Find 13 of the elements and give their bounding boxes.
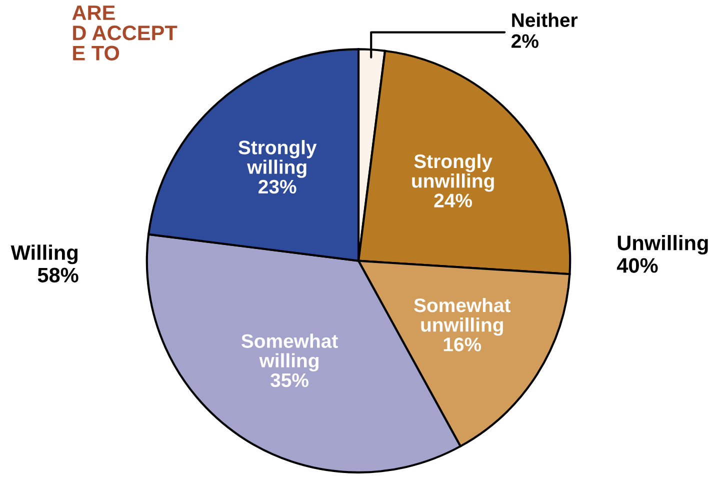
text: Unwilling 40% [616,235,708,273]
slice-label: Strongly unwilling [412,154,494,192]
slice-label: Strongly willing [238,140,317,178]
data-label: 24% [434,194,472,208]
slice-label: Somewhat willing [241,334,338,372]
slice-label: Neither [512,12,578,28]
chart-title: ARE D ACCEPT E TO [72,6,178,60]
slice-label: Somewhat unwilling [414,298,511,336]
data-label: 35% [270,373,308,388]
data-label: 2% [512,34,538,48]
text: Willing 58% [10,244,78,283]
data-label: 23% [258,180,296,194]
data-label: 16% [444,338,482,352]
